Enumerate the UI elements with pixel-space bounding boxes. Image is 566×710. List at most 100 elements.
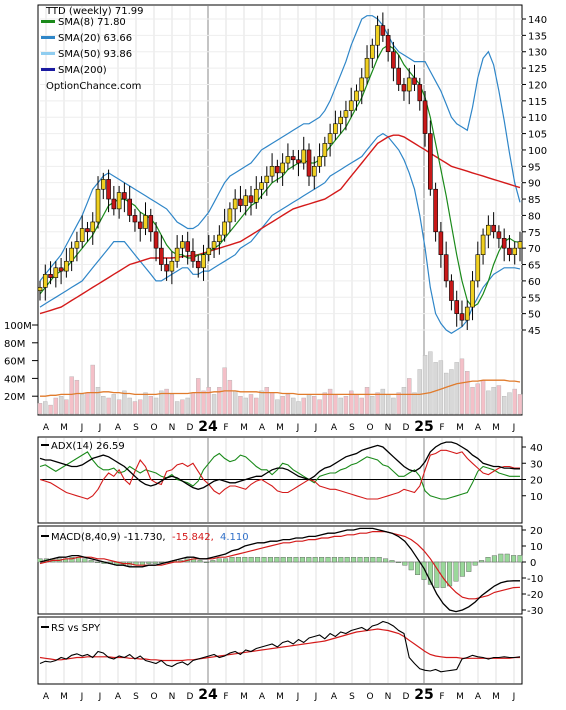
volume-bar xyxy=(69,376,74,415)
volume-bar xyxy=(507,392,512,415)
candle-body xyxy=(132,215,138,223)
candle-body xyxy=(74,241,80,249)
x-tick-label-bottom: M xyxy=(60,692,68,702)
volume-bar xyxy=(106,397,111,415)
candle-body xyxy=(90,221,96,233)
minus-di-line xyxy=(39,449,520,500)
adx-tick-label: 40 xyxy=(530,443,543,454)
candle-body xyxy=(333,123,338,134)
macd-histogram-bar xyxy=(274,557,280,563)
volume-bar xyxy=(349,390,354,415)
x-tick-label-bottom: F xyxy=(439,692,444,702)
candle-body xyxy=(343,110,349,118)
candle-body xyxy=(153,231,159,249)
price-tick-label: 100 xyxy=(528,146,547,157)
volume-bar xyxy=(232,390,238,415)
candle-body xyxy=(238,198,243,206)
volume-bar xyxy=(254,397,259,415)
macd-histogram-bar xyxy=(306,557,312,563)
x-tick-label-bottom: N xyxy=(169,692,176,702)
candle-body xyxy=(106,179,111,200)
candle-body xyxy=(42,274,48,288)
volume-bar xyxy=(116,399,122,415)
candle-body xyxy=(185,241,190,252)
x-tick-label-bottom: D xyxy=(403,692,410,702)
x-tick-label-bottom: J xyxy=(314,692,318,702)
macd-histogram-bar xyxy=(389,560,395,563)
macd-histogram-bar xyxy=(216,558,222,563)
candle-body xyxy=(122,192,127,200)
price-tick-label: 120 xyxy=(528,80,547,91)
candle-body xyxy=(243,195,249,206)
volume-bar xyxy=(248,394,254,415)
macd-histogram-bar xyxy=(88,560,94,563)
volume-bar xyxy=(327,388,333,415)
macd-histogram-bar xyxy=(82,558,88,563)
candle-body xyxy=(454,300,460,314)
macd-histogram-bar xyxy=(363,557,369,563)
candle-body xyxy=(285,156,291,164)
macd-histogram-bar xyxy=(325,557,331,563)
volume-bar xyxy=(470,387,475,415)
macd-histogram-bar xyxy=(287,557,293,563)
legend-swatch-sma20 xyxy=(41,36,55,39)
macd-histogram-bar xyxy=(338,557,344,563)
x-tick-label: J xyxy=(512,423,516,433)
volume-bar xyxy=(396,392,401,415)
macd-histogram-bar xyxy=(223,558,229,563)
volume-bar xyxy=(275,399,280,415)
volume-bar xyxy=(370,396,375,415)
x-tick-label-bottom: M xyxy=(276,692,284,702)
volume-tick-label: 60M xyxy=(4,357,25,368)
candle-body xyxy=(290,156,296,161)
x-tick-label-bottom: S xyxy=(133,692,139,702)
volume-bar xyxy=(317,399,322,415)
volume-bar xyxy=(111,394,117,415)
volume-bar xyxy=(454,362,459,415)
x-tick-label: N xyxy=(169,423,176,433)
price-tick-label: 65 xyxy=(528,261,541,272)
volume-bar xyxy=(501,396,507,415)
macd-histogram-bar xyxy=(376,557,382,563)
price-tick-label: 95 xyxy=(528,162,541,173)
macd-histogram-bar xyxy=(466,561,472,572)
volume-bar xyxy=(385,394,391,415)
candle-body xyxy=(375,25,380,46)
volume-bar xyxy=(401,387,407,415)
x-tick-label-bottom: O xyxy=(366,692,373,702)
x-tick-label: M xyxy=(240,423,248,433)
macd-tick-label: 20 xyxy=(530,526,543,537)
macd-histogram-bar xyxy=(485,557,491,563)
rs-line xyxy=(39,620,521,673)
macd-histogram-bar xyxy=(357,557,363,563)
candle-body xyxy=(253,188,259,203)
volume-bar xyxy=(132,401,138,415)
macd-histogram-bar xyxy=(293,557,299,563)
volume-bar xyxy=(465,371,470,415)
x-tick-label-bottom: A xyxy=(331,692,338,702)
volume-bar xyxy=(364,387,370,415)
rs-moving-average xyxy=(39,628,520,662)
macd-histogram-bar xyxy=(152,561,158,564)
x-tick-label-bottom: N xyxy=(385,692,392,702)
volume-bar xyxy=(148,396,153,415)
volume-bar xyxy=(333,394,338,415)
volume-bar xyxy=(53,397,59,415)
long-moving-average xyxy=(39,134,521,315)
legend-label-sma50: SMA(50) 93.86 xyxy=(58,49,132,60)
candle-body xyxy=(370,44,375,59)
macd-histogram-bar xyxy=(421,561,427,580)
x-tick-label: A xyxy=(331,423,338,433)
candle-body xyxy=(422,100,428,134)
volume-bar xyxy=(211,394,217,415)
macd-histogram-bar xyxy=(479,560,485,563)
volume-bar xyxy=(375,392,380,415)
macd-signal-line xyxy=(39,530,521,600)
macd-signal-value: -15.842, xyxy=(172,532,214,543)
price-tick-label: 125 xyxy=(528,64,547,75)
candle-body xyxy=(412,77,417,85)
sma20-upper-band xyxy=(39,15,521,282)
candle-body xyxy=(159,247,164,265)
price-tick-label: 55 xyxy=(528,293,541,304)
x-tick-label: M xyxy=(456,423,464,433)
